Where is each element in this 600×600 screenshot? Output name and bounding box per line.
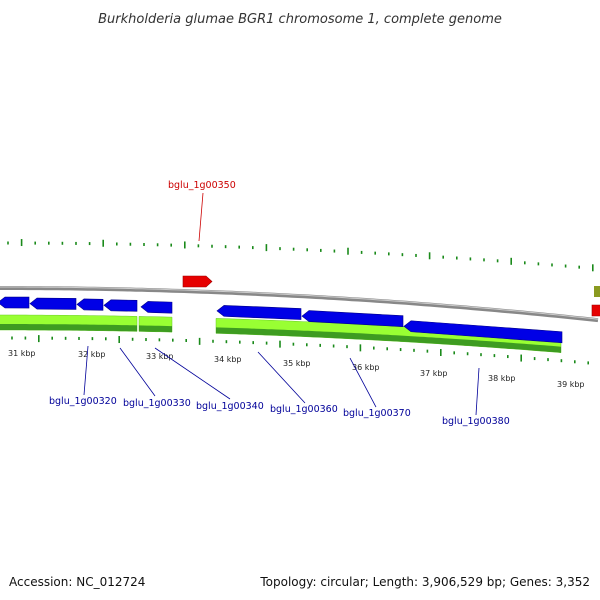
kbp-tick-label: 35 kbp xyxy=(283,359,311,368)
kbp-tick-label: 31 kbp xyxy=(8,349,36,358)
reverse-cds-arrow xyxy=(403,320,563,344)
gene-labels: bglu_1g00320 bglu_1g00330 bglu_1g00340bglu… xyxy=(49,180,510,427)
cds-track xyxy=(0,275,600,344)
gene-label[interactable]: bglu_1g00370 xyxy=(343,408,411,419)
kbp-tick-label: 36 kbp xyxy=(352,363,380,372)
gene-leader-line xyxy=(198,192,204,242)
forward-cds-arrow xyxy=(591,304,600,317)
backbone-track xyxy=(0,286,599,323)
gene-label[interactable]: bglu_1g00360 xyxy=(270,404,338,415)
reverse-cds-arrow xyxy=(216,305,302,320)
reverse-cds-arrow xyxy=(140,301,173,314)
gc-skew-shade xyxy=(0,324,137,332)
gene-leader-line xyxy=(257,351,306,404)
map-title: Burkholderia glumae BGR1 chromosome 1, c… xyxy=(98,12,502,27)
kbp-tick-label: 37 kbp xyxy=(420,369,448,378)
accession-label: Accession: NC_012724 xyxy=(9,575,146,589)
genome-summary: Topology: circular; Length: 3,906,529 bp… xyxy=(260,575,590,589)
kbp-axis: 31 kbp 32 kbp 33 kbp 34 kbp 35 kbp 36 kbp 37 k… xyxy=(8,349,585,389)
gene-label[interactable]: bglu_1g00350 xyxy=(168,180,236,191)
kbp-tick-label: 38 kbp xyxy=(488,374,516,383)
reverse-cds-arrow xyxy=(103,299,138,312)
kbp-tick-label: 39 kbp xyxy=(557,380,585,389)
reverse-cds-arrow xyxy=(76,298,104,311)
gene-leader-line xyxy=(475,367,480,416)
gc-skew-shade xyxy=(139,325,172,333)
forward-cds-arrow xyxy=(182,275,213,288)
gene-label[interactable]: bglu_1g00340 xyxy=(196,401,264,412)
kbp-tick-label: 32 kbp xyxy=(78,350,106,359)
other-feature xyxy=(594,286,600,297)
gene-leader-line xyxy=(119,347,156,397)
gene-leader-line xyxy=(154,347,231,400)
reverse-cds-arrow xyxy=(301,310,404,328)
gene-leader-line xyxy=(349,357,377,408)
kbp-tick-label: 33 kbp xyxy=(146,352,174,361)
reverse-cds-arrow xyxy=(0,296,30,309)
minor-tick-row-top xyxy=(7,239,594,272)
backbone-highlight xyxy=(0,286,599,320)
reverse-cds-arrow xyxy=(29,297,77,310)
gene-label[interactable]: bglu_1g00330 xyxy=(123,398,191,409)
gc-skew-shade xyxy=(216,327,561,353)
minor-tick-row-bottom xyxy=(11,335,590,365)
gene-label[interactable]: bglu_1g00380 xyxy=(442,416,510,427)
kbp-tick-label: 34 kbp xyxy=(214,355,242,364)
gene-label[interactable]: bglu_1g00320 xyxy=(49,396,117,407)
gc-skew-track xyxy=(0,314,562,353)
backbone-line xyxy=(0,286,599,323)
gene-leader-line xyxy=(83,345,89,396)
